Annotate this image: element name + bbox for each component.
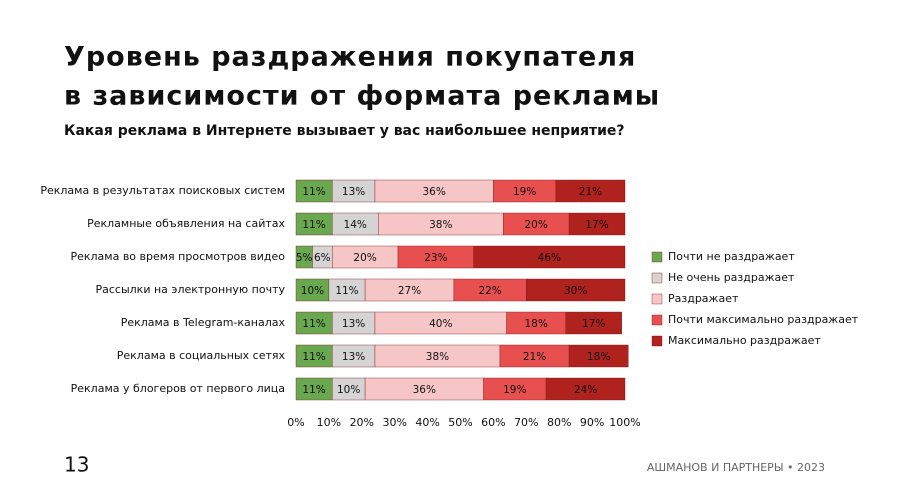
category-label: Реклама в социальных сетях <box>117 349 286 362</box>
legend-swatch <box>651 251 663 263</box>
value-label: 21% <box>579 186 602 198</box>
x-tick-label: 20% <box>350 416 374 429</box>
legend-label: Почти максимально раздражает <box>668 313 859 326</box>
value-label: 18% <box>587 351 610 363</box>
value-label: 13% <box>342 351 365 363</box>
x-tick-label: 90% <box>580 416 604 429</box>
category-label: Реклама в результатах поисковых систем <box>40 184 285 197</box>
value-label: 38% <box>429 219 452 231</box>
value-label: 27% <box>398 285 421 297</box>
bar-segment <box>555 179 626 203</box>
value-label: 22% <box>478 285 501 297</box>
value-label: 17% <box>585 219 608 231</box>
page-number: 13 <box>64 453 89 477</box>
category-label: Рассылки на электронную почту <box>96 283 286 296</box>
value-label: 40% <box>429 318 452 330</box>
value-label: 5% <box>296 252 313 264</box>
bar-segment <box>568 212 626 236</box>
x-tick-label: 50% <box>448 416 472 429</box>
legend-swatch <box>651 293 663 305</box>
value-label: 17% <box>582 318 605 330</box>
value-label: 10% <box>301 285 324 297</box>
value-label: 30% <box>564 285 587 297</box>
value-label: 36% <box>413 384 436 396</box>
value-label: 36% <box>423 186 446 198</box>
value-label: 11% <box>302 384 325 396</box>
value-label: 46% <box>538 252 561 264</box>
x-tick-label: 80% <box>547 416 571 429</box>
value-label: 24% <box>574 384 597 396</box>
value-label: 13% <box>342 186 365 198</box>
legend-swatch <box>651 314 663 326</box>
value-label: 21% <box>523 351 546 363</box>
value-label: 11% <box>302 219 325 231</box>
title-line-2: в зависимости от формата рекламы <box>64 81 660 112</box>
legend-label: Почти не раздражает <box>668 250 795 263</box>
value-label: 11% <box>302 318 325 330</box>
value-label: 10% <box>337 384 360 396</box>
value-label: 13% <box>342 318 365 330</box>
bar-segment <box>526 278 626 302</box>
category-label: Рекламные объявления на сайтах <box>87 217 285 230</box>
value-label: 19% <box>503 384 526 396</box>
legend-label: Не очень раздражает <box>668 271 795 284</box>
bar-segment <box>473 245 626 269</box>
title-line-1: Уровень раздражения покупателя <box>64 42 636 73</box>
legend-label: Раздражает <box>668 292 739 305</box>
legend-swatch <box>651 272 663 284</box>
legend-swatch <box>651 335 663 347</box>
x-tick-label: 100% <box>609 416 640 429</box>
value-label: 6% <box>314 252 331 264</box>
value-label: 19% <box>513 186 536 198</box>
category-label: Реклама в Telegram-каналах <box>121 316 286 329</box>
value-label: 14% <box>344 219 367 231</box>
value-label: 20% <box>524 219 547 231</box>
value-label: 11% <box>302 351 325 363</box>
footer: АШМАНОВ И ПАРТНЕРЫ • 2023 <box>647 461 825 474</box>
value-label: 20% <box>353 252 376 264</box>
value-label: 23% <box>424 252 447 264</box>
x-tick-label: 0% <box>287 416 304 429</box>
x-tick-label: 60% <box>481 416 505 429</box>
bar-segment <box>565 311 622 335</box>
subtitle: Какая реклама в Интернете вызывает у вас… <box>64 123 625 139</box>
value-label: 11% <box>302 186 325 198</box>
value-label: 38% <box>426 351 449 363</box>
x-tick-label: 30% <box>382 416 406 429</box>
x-tick-label: 40% <box>415 416 439 429</box>
legend-label: Максимально раздражает <box>668 334 821 347</box>
x-tick-label: 10% <box>317 416 341 429</box>
value-label: 11% <box>335 285 358 297</box>
x-tick-label: 70% <box>514 416 538 429</box>
value-label: 18% <box>524 318 547 330</box>
category-label: Реклама у блогеров от первого лица <box>71 382 285 395</box>
category-label: Реклама во время просмотров видео <box>70 250 285 263</box>
bar-segment <box>568 344 629 368</box>
bar-segment <box>545 377 626 401</box>
